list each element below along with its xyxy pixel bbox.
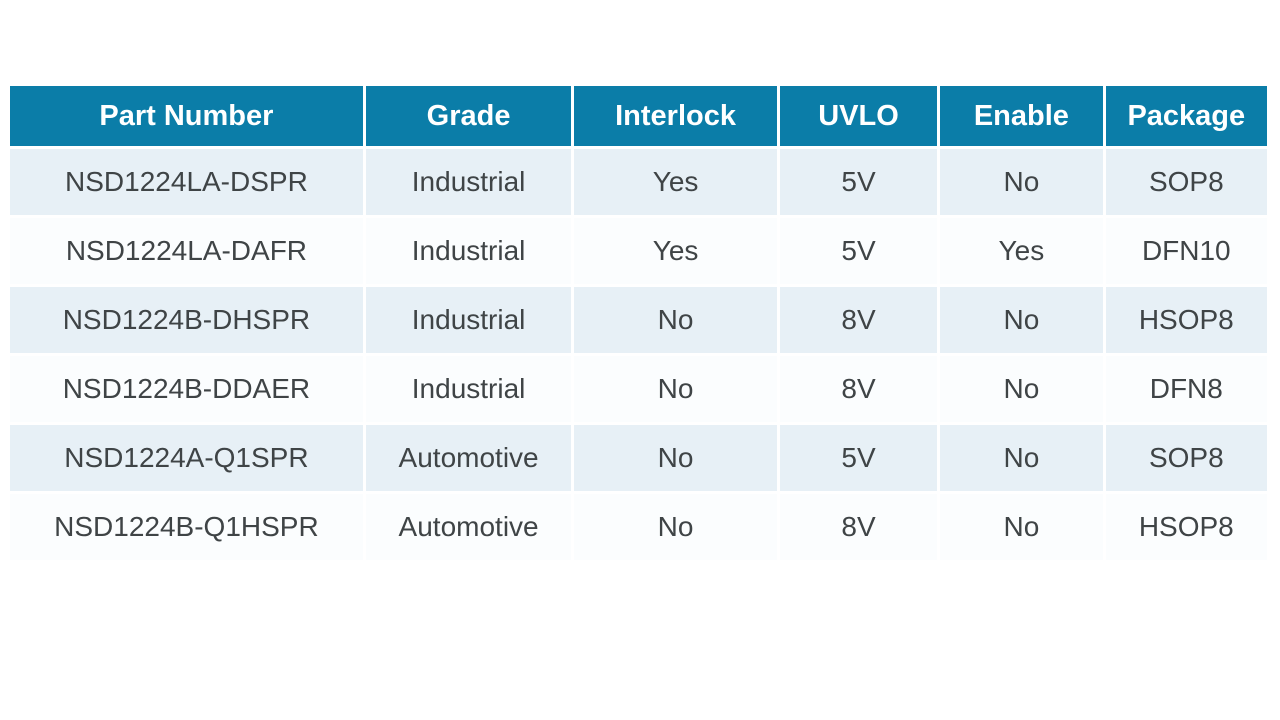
cell-enable: No xyxy=(940,356,1103,422)
cell-enable: No xyxy=(940,425,1103,491)
table-row: NSD1224LA-DAFR Industrial Yes 5V Yes DFN10 xyxy=(10,218,1267,284)
table-row: NSD1224B-DDAER Industrial No 8V No DFN8 xyxy=(10,356,1267,422)
cell-enable: Yes xyxy=(940,218,1103,284)
cell-grade: Industrial xyxy=(365,356,572,422)
cell-part-number: NSD1224B-DDAER xyxy=(10,356,363,422)
cell-package: HSOP8 xyxy=(1105,287,1267,353)
cell-enable: No xyxy=(940,149,1103,215)
cell-package: DFN8 xyxy=(1105,356,1267,422)
cell-part-number: NSD1224A-Q1SPR xyxy=(10,425,363,491)
cell-uvlo: 8V xyxy=(779,287,938,353)
cell-interlock: Yes xyxy=(574,149,777,215)
column-header-package: Package xyxy=(1105,86,1267,146)
header-row: Part Number Grade Interlock UVLO Enable Packa… xyxy=(10,86,1267,146)
cell-package: HSOP8 xyxy=(1105,494,1267,560)
cell-interlock: No xyxy=(574,356,777,422)
table-row: NSD1224B-Q1HSPR Automotive No 8V No HSOP8 xyxy=(10,494,1267,560)
cell-grade: Automotive xyxy=(365,494,572,560)
column-header-enable: Enable xyxy=(940,86,1103,146)
table-body: NSD1224LA-DSPR Industrial Yes 5V No SOP8 NSD12… xyxy=(10,149,1267,560)
cell-interlock: No xyxy=(574,494,777,560)
cell-grade: Industrial xyxy=(365,149,572,215)
column-header-uvlo: UVLO xyxy=(779,86,938,146)
cell-package: SOP8 xyxy=(1105,149,1267,215)
cell-part-number: NSD1224LA-DSPR xyxy=(10,149,363,215)
cell-uvlo: 5V xyxy=(779,149,938,215)
cell-uvlo: 8V xyxy=(779,356,938,422)
cell-part-number: NSD1224B-Q1HSPR xyxy=(10,494,363,560)
cell-part-number: NSD1224LA-DAFR xyxy=(10,218,363,284)
column-header-interlock: Interlock xyxy=(574,86,777,146)
cell-package: SOP8 xyxy=(1105,425,1267,491)
table-row: NSD1224LA-DSPR Industrial Yes 5V No SOP8 xyxy=(10,149,1267,215)
column-header-grade: Grade xyxy=(365,86,572,146)
table-row: NSD1224B-DHSPR Industrial No 8V No HSOP8 xyxy=(10,287,1267,353)
table-row: NSD1224A-Q1SPR Automotive No 5V No SOP8 xyxy=(10,425,1267,491)
cell-uvlo: 5V xyxy=(779,425,938,491)
cell-uvlo: 5V xyxy=(779,218,938,284)
cell-grade: Automotive xyxy=(365,425,572,491)
cell-enable: No xyxy=(940,287,1103,353)
cell-part-number: NSD1224B-DHSPR xyxy=(10,287,363,353)
cell-interlock: No xyxy=(574,287,777,353)
cell-grade: Industrial xyxy=(365,287,572,353)
product-selection-table: Part Number Grade Interlock UVLO Enable Packa… xyxy=(7,83,1270,563)
cell-uvlo: 8V xyxy=(779,494,938,560)
cell-grade: Industrial xyxy=(365,218,572,284)
cell-enable: No xyxy=(940,494,1103,560)
cell-interlock: Yes xyxy=(574,218,777,284)
column-header-part-number: Part Number xyxy=(10,86,363,146)
cell-interlock: No xyxy=(574,425,777,491)
cell-package: DFN10 xyxy=(1105,218,1267,284)
